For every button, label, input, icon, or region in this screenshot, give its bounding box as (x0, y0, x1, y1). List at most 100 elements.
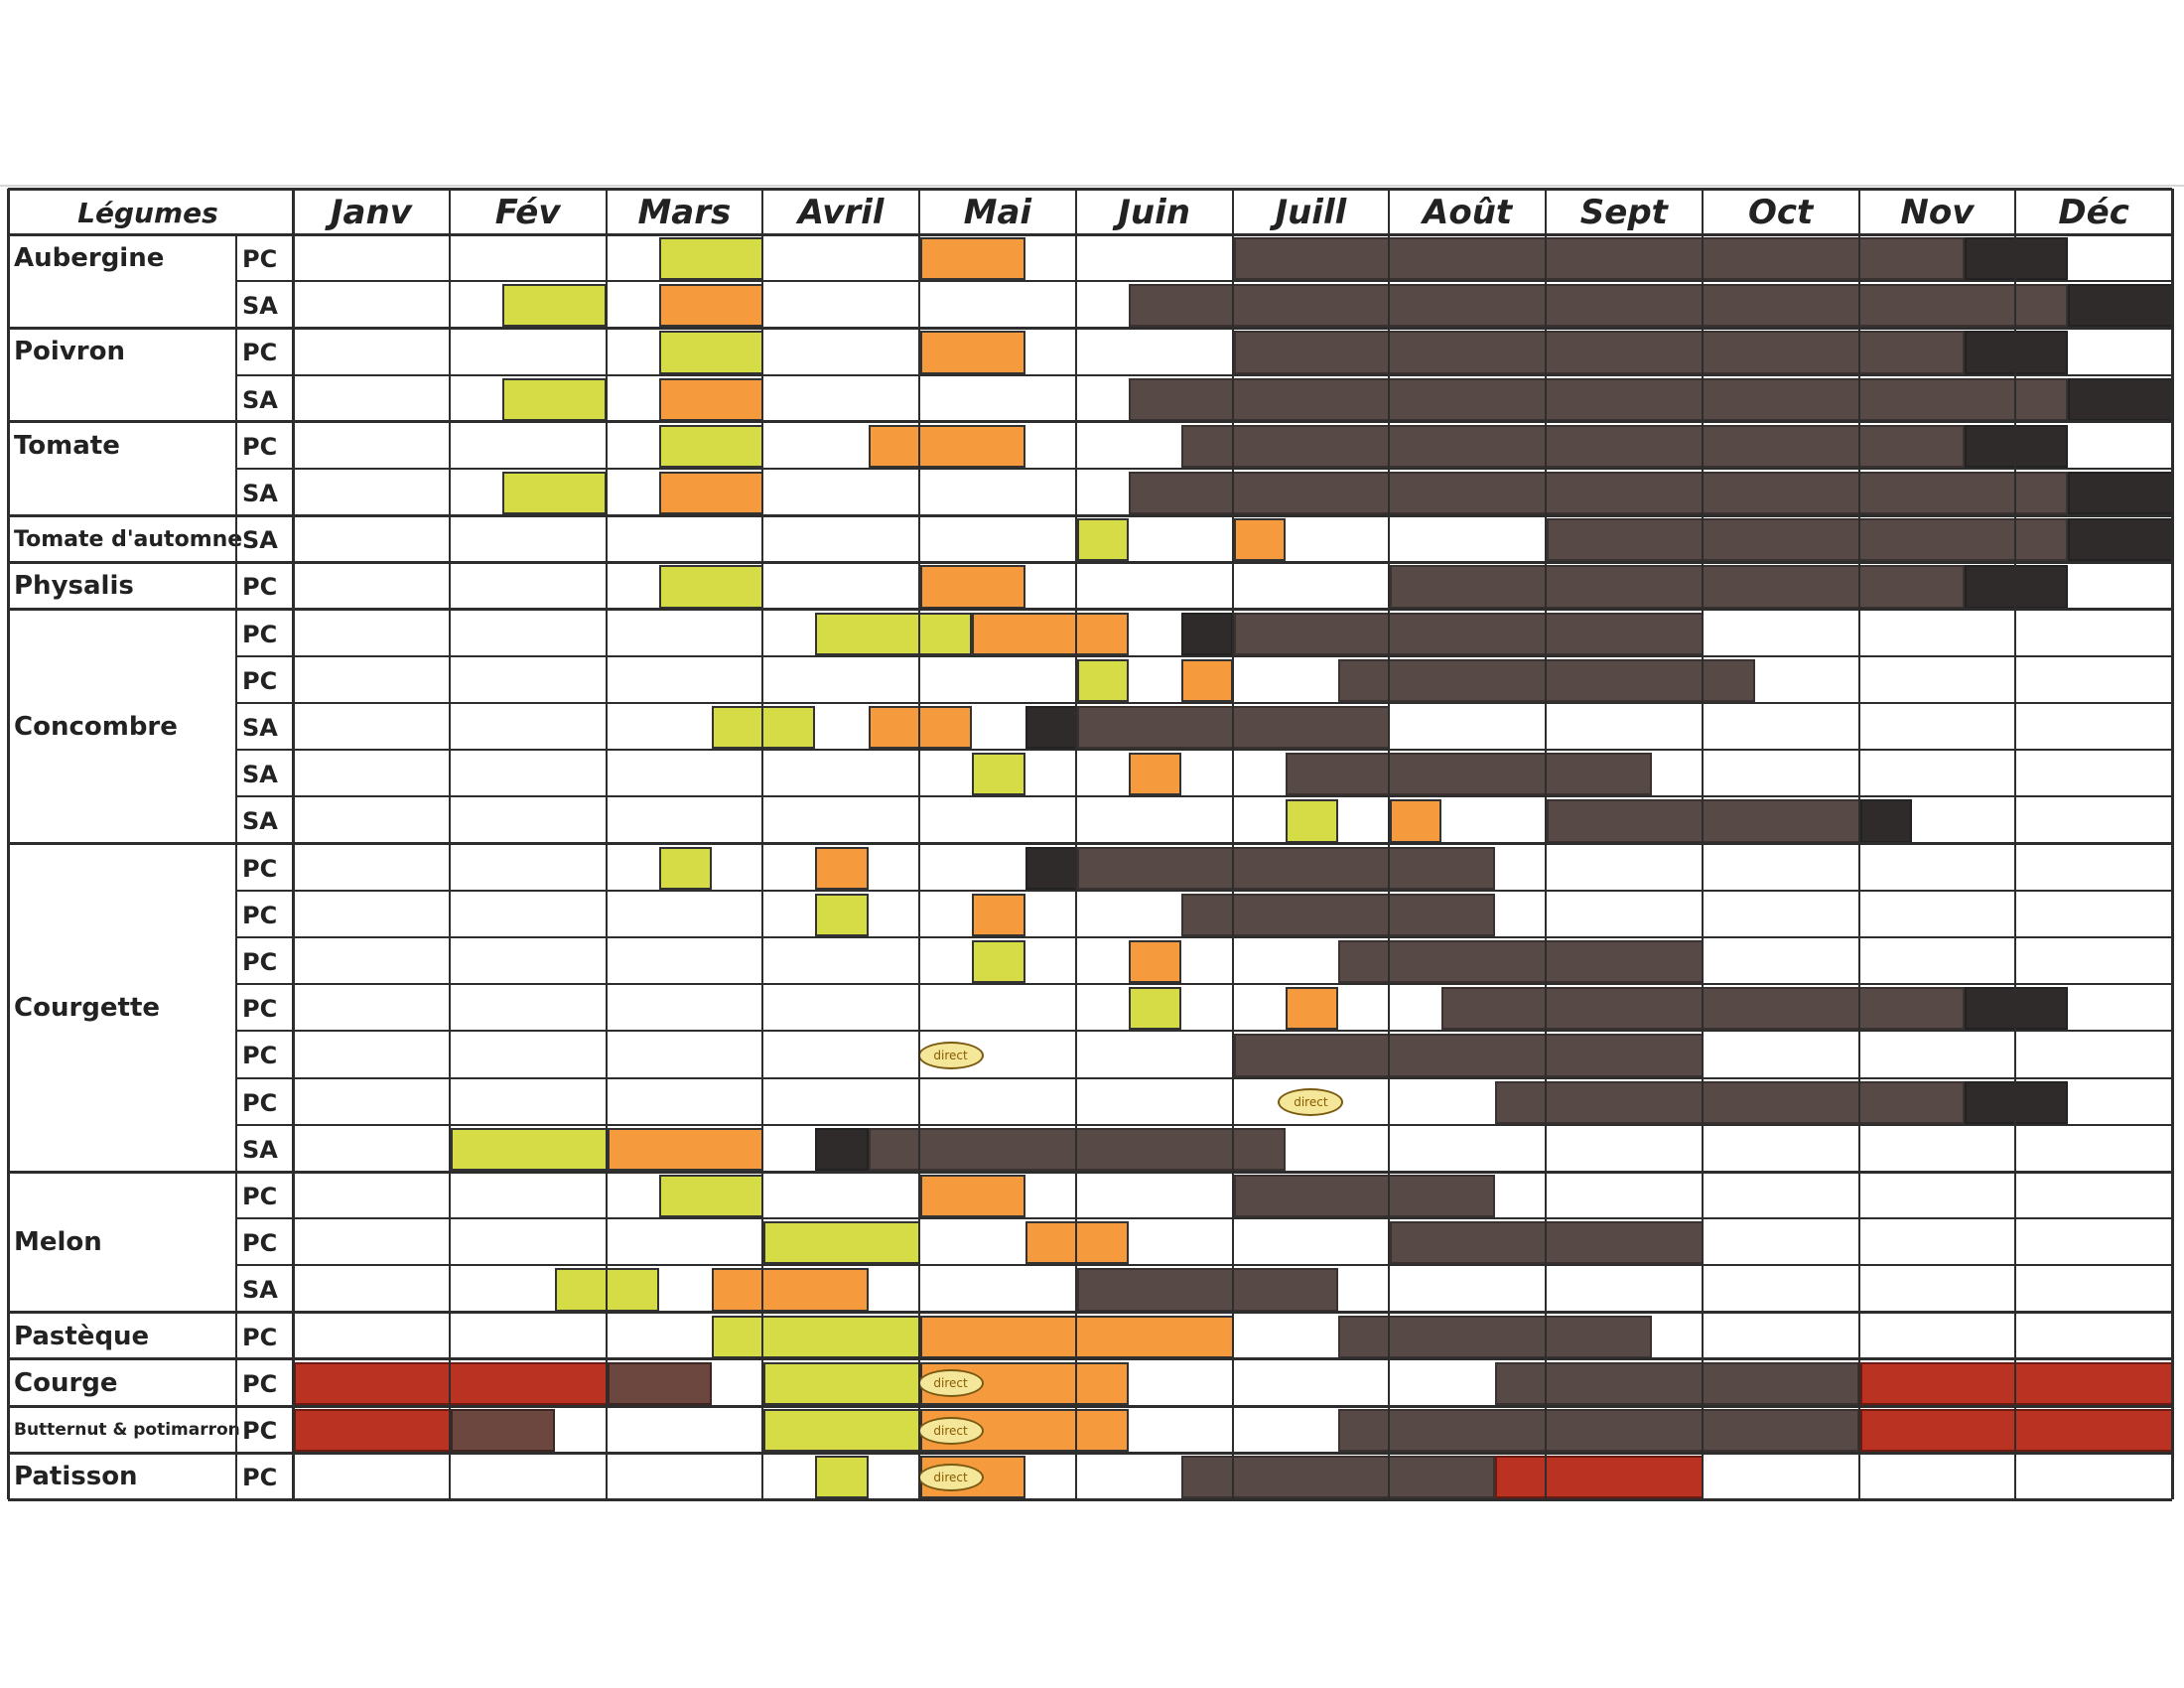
bar-sow (763, 1361, 920, 1405)
bar-plant (658, 377, 764, 421)
bar-storage-brown (607, 1361, 713, 1405)
row-mode-label: SA (242, 292, 278, 321)
bar-sow (1076, 658, 1129, 702)
bar-harvest-dark (815, 1127, 869, 1171)
bar-harvest (1076, 846, 1495, 890)
bar-storage (1859, 1361, 2173, 1405)
bar-harvest-dark (1859, 799, 1912, 843)
row-mode-label: PC (242, 1417, 278, 1445)
grid-hline (8, 560, 2172, 564)
bar-sow (763, 1221, 920, 1265)
bar-plant (1233, 518, 1286, 562)
grid-hline (8, 1451, 2172, 1455)
bar-harvest (1338, 940, 1704, 984)
month-header-6: Juin (1118, 193, 1190, 232)
month-header-2: Fév (494, 193, 561, 232)
direct-sowing-badge: direct (917, 1463, 984, 1491)
bar-plant (1285, 987, 1339, 1031)
bar-harvest-dark (2068, 284, 2173, 328)
grid-hline (8, 608, 2172, 612)
bar-harvest (1494, 1080, 1966, 1124)
grid-hline (236, 468, 2172, 470)
grid-vline (1388, 189, 1391, 1500)
grid-vline (448, 189, 451, 1500)
bar-harvest (1233, 612, 1704, 655)
grid-vline (761, 189, 764, 1500)
vegetable-name: Poivron (14, 337, 125, 367)
grid-vline (235, 234, 237, 1500)
vegetable-name: Courgette (14, 993, 161, 1024)
direct-sowing-badge: direct (917, 1416, 984, 1445)
row-mode-label: PC (242, 1183, 278, 1210)
bar-sow (658, 846, 713, 890)
bar-plant (920, 237, 1025, 281)
grid-hline (236, 749, 2172, 752)
bar-harvest (1338, 1315, 1652, 1358)
row-mode-label: SA (242, 1135, 278, 1164)
vegetable-name: Tomate d'automne (14, 527, 243, 553)
bar-sow (763, 1409, 920, 1453)
bar-plant (868, 424, 1025, 468)
bar-storage (1494, 1456, 1704, 1499)
bar-plant (1128, 940, 1182, 984)
bar-plant (607, 1127, 764, 1171)
month-header-7: Juill (1275, 193, 1347, 232)
grid-hline (8, 326, 2172, 330)
grid-hline (8, 232, 2172, 236)
grid-hline (236, 1076, 2172, 1079)
bar-harvest (1547, 518, 2069, 562)
direct-sowing-badge: direct (917, 1042, 984, 1069)
bar-sow (972, 753, 1025, 796)
bar-harvest (1181, 1456, 1495, 1499)
row-mode-label: PC (242, 339, 278, 367)
column-header-vegetables: Légumes (77, 197, 218, 229)
bar-sow (1285, 799, 1339, 843)
grid-hline (8, 420, 2172, 424)
grid-hline (236, 1217, 2172, 1220)
bar-plant (658, 284, 764, 328)
row-mode-label: PC (242, 1323, 278, 1351)
bar-harvest (1181, 424, 1966, 468)
grid-hline (8, 1311, 2172, 1315)
bar-plant (920, 1315, 1234, 1358)
bar-harvest-dark (2068, 518, 2173, 562)
grid-hline (236, 654, 2172, 657)
page-rule (0, 185, 2184, 187)
month-header-12: Déc (2058, 193, 2129, 232)
grid-vline (918, 189, 920, 1500)
row-mode-label: SA (242, 526, 278, 555)
bar-storage (1859, 1409, 2173, 1453)
bar-plant (920, 331, 1025, 374)
row-mode-label: SA (242, 385, 278, 414)
row-mode-label: PC (242, 666, 278, 695)
grid-hline (236, 795, 2172, 798)
row-mode-label: PC (242, 1369, 278, 1398)
bar-harvest (1076, 1268, 1339, 1312)
grid-hline (8, 1497, 2172, 1501)
direct-sowing-badge: direct (917, 1369, 984, 1398)
row-mode-label: PC (242, 432, 278, 461)
bar-plant (920, 1175, 1025, 1218)
row-mode-label: PC (242, 948, 278, 976)
bar-plant (972, 893, 1025, 936)
month-header-3: Mars (637, 193, 732, 232)
row-mode-label: PC (242, 245, 278, 273)
vegetable-name: Butternut & potimarron (14, 1420, 240, 1440)
bar-sow (972, 940, 1025, 984)
bar-harvest (1338, 1409, 1860, 1453)
bar-harvest (1547, 799, 1860, 843)
bar-harvest-dark (2068, 377, 2173, 421)
grid-vline (1545, 189, 1547, 1500)
bar-sow (815, 612, 973, 655)
bar-plant (920, 565, 1025, 609)
bar-storage (294, 1361, 608, 1405)
grid-hline (236, 702, 2172, 704)
bar-sow (815, 893, 869, 936)
vegetable-name: Concombre (14, 712, 178, 742)
bar-plant (712, 1268, 869, 1312)
row-mode-label: SA (242, 480, 278, 507)
row-mode-label: PC (242, 620, 278, 648)
row-mode-label: SA (242, 761, 278, 789)
month-header-11: Nov (1900, 193, 1975, 232)
bar-harvest (1233, 1034, 1704, 1077)
